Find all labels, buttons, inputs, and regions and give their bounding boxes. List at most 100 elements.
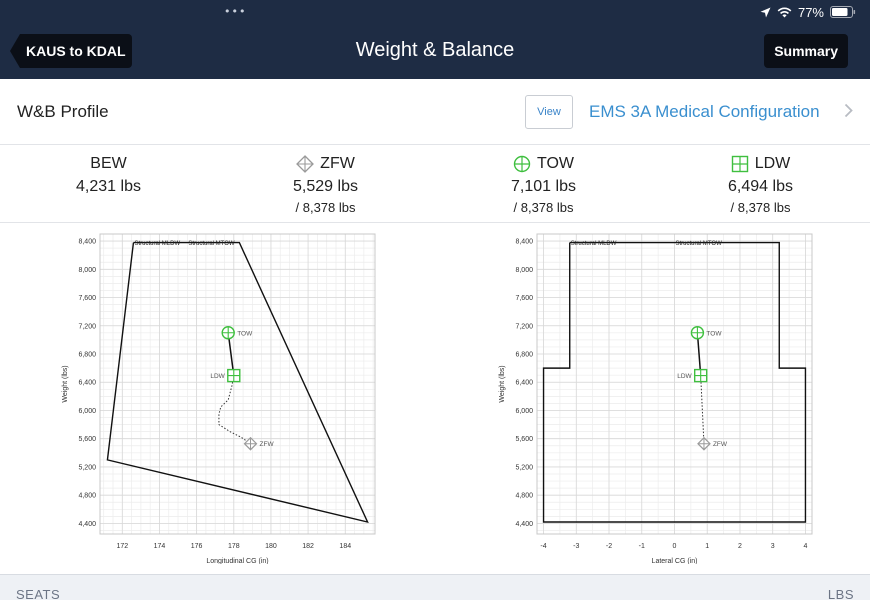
- marker-zfw: ZFW: [243, 436, 275, 451]
- x-tick-label: -4: [540, 543, 546, 550]
- chart-grid: [100, 233, 375, 534]
- ldw-marker-cross: [694, 369, 707, 382]
- location-arrow-icon: [760, 7, 771, 17]
- y-tick-label: 7,200: [78, 323, 96, 330]
- longitudinal-cg-chart: 172 174 176 178 180 182 184 4,400 4,800 5,200 5,60…: [62, 233, 376, 564]
- section-unit: LBS: [827, 587, 854, 602]
- ldw-marker-label: LDW: [210, 373, 225, 380]
- seats-section-header: SEATS LBS: [0, 574, 870, 602]
- x-tick-label: 172: [116, 543, 128, 550]
- x-tick-label: 4: [803, 543, 807, 550]
- cg-envelope: [542, 241, 807, 523]
- diamond-crosshair-icon: [296, 155, 315, 173]
- y-tick-label: 6,800: [515, 352, 533, 359]
- weights-summary: BEW 4,231 lbs ZFW 5,529 lbs / 8,378 lbs …: [0, 145, 870, 223]
- marker-tow: TOW: [690, 326, 722, 340]
- back-button-label: KAUS to KDAL: [20, 34, 132, 68]
- weight-ldw: LDW 6,494 lbs / 8,378 lbs: [652, 145, 869, 215]
- weight-bew: BEW 4,231 lbs: [0, 145, 217, 196]
- y-tick-label: 6,000: [78, 408, 96, 415]
- weight-tow: TOW 7,101 lbs / 8,378 lbs: [435, 145, 652, 215]
- weight-value: 7,101 lbs: [511, 178, 576, 195]
- tow-marker-cross: [691, 326, 704, 339]
- y-tick-label: 4,800: [515, 493, 533, 500]
- y-tick-label: 6,000: [515, 408, 533, 415]
- circle-crosshair-icon: [513, 155, 531, 173]
- tow-marker-label: TOW: [237, 330, 253, 337]
- y-tick-label: 5,600: [78, 436, 96, 443]
- summary-button[interactable]: Summary: [764, 34, 848, 68]
- wifi-icon: [777, 7, 792, 17]
- y-tick-label: 7,200: [515, 323, 533, 330]
- zfw-marker-label: ZFW: [260, 441, 275, 448]
- ldw-marker-label: LDW: [677, 373, 692, 380]
- wb-profile-row: W&B Profile View EMS 3A Medical Configur…: [0, 79, 870, 145]
- y-tick-label: 8,400: [78, 239, 96, 246]
- y-tick-label: 6,800: [78, 352, 96, 359]
- y-tick-label: 4,400: [515, 521, 533, 528]
- y-tick-label: 5,600: [515, 436, 533, 443]
- marker-ldw: LDW: [210, 368, 241, 383]
- x-tick-label: 184: [339, 543, 351, 550]
- x-tick-label: 178: [228, 543, 240, 550]
- weight-label: TOW: [536, 155, 575, 172]
- fuel-burn-path: [700, 375, 705, 444]
- y-tick-label: 7,600: [515, 295, 533, 302]
- envelope-label: Structural MTOW: [676, 241, 723, 247]
- x-tick-label: -2: [606, 543, 612, 550]
- cg-envelope: [106, 241, 369, 524]
- profile-name-link[interactable]: EMS 3A Medical Configuration: [589, 102, 820, 121]
- navigation-bar: ••• 77% KAUS to KDAL Weight & Balance Su…: [0, 0, 870, 79]
- battery-percent: 77%: [797, 4, 824, 20]
- zfw-marker-cross: [244, 437, 257, 450]
- weight-zfw: ZFW 5,529 lbs / 8,378 lbs: [217, 145, 434, 215]
- x-tick-label: 180: [265, 543, 277, 550]
- back-button[interactable]: KAUS to KDAL: [10, 34, 132, 68]
- weight-label: BEW: [90, 155, 127, 172]
- plot-frame: [536, 233, 813, 535]
- zfw-marker-label: ZFW: [713, 441, 728, 448]
- flight-path: [696, 332, 702, 376]
- envelope-label: Structural MLDW: [571, 241, 617, 247]
- zfw-marker-cross: [697, 437, 710, 450]
- page-title: Weight & Balance: [355, 39, 515, 61]
- y-tick-label: 6,400: [78, 380, 96, 387]
- profile-title: W&B Profile: [17, 102, 109, 121]
- plot-frame: [99, 233, 376, 535]
- multitasking-dots[interactable]: •••: [224, 5, 247, 18]
- x-tick-label: 2: [738, 543, 742, 550]
- back-arrow-icon: [10, 34, 20, 68]
- weight-value: 5,529 lbs: [293, 178, 358, 195]
- x-tick-label: -1: [639, 543, 645, 550]
- x-tick-label: 0: [673, 543, 677, 550]
- view-button[interactable]: View: [525, 95, 573, 129]
- x-tick-label: 182: [302, 543, 314, 550]
- y-axis-label: Weight (lbs): [62, 365, 69, 402]
- x-axis-label: Longitudinal CG (in): [206, 558, 268, 564]
- x-tick-label: -3: [573, 543, 579, 550]
- tow-marker-label: TOW: [706, 330, 722, 337]
- y-tick-label: 7,600: [78, 295, 96, 302]
- y-tick-label: 5,200: [78, 464, 96, 471]
- y-tick-label: 4,800: [78, 493, 96, 500]
- lateral-cg-chart: -4 -3 -2 -1 0 1 2 3 4 4,400 4,800 5,200 5,600 6,000 6,…: [499, 233, 813, 564]
- y-tick-label: 5,200: [515, 464, 533, 471]
- chart-grid: [537, 233, 812, 534]
- marker-tow: TOW: [221, 326, 253, 340]
- envelope-label: Structural MTOW: [188, 241, 235, 247]
- marker-zfw: ZFW: [697, 436, 728, 451]
- y-tick-label: 8,000: [78, 267, 96, 274]
- envelope-label: Structural MLDW: [134, 241, 180, 247]
- chevron-right-icon[interactable]: [844, 103, 853, 118]
- weight-label: LDW: [754, 155, 791, 172]
- x-tick-label: 176: [191, 543, 203, 550]
- square-crosshair-icon: [731, 155, 748, 173]
- weight-max: / 8,378 lbs: [295, 200, 356, 215]
- fuel-burn-path: [218, 375, 251, 445]
- weight-value: 6,494 lbs: [728, 178, 793, 195]
- y-tick-label: 6,400: [515, 380, 533, 387]
- y-tick-label: 4,400: [78, 521, 96, 528]
- weight-value: 4,231 lbs: [76, 178, 141, 195]
- weight-max: / 8,378 lbs: [513, 200, 574, 215]
- section-title: SEATS: [16, 587, 61, 602]
